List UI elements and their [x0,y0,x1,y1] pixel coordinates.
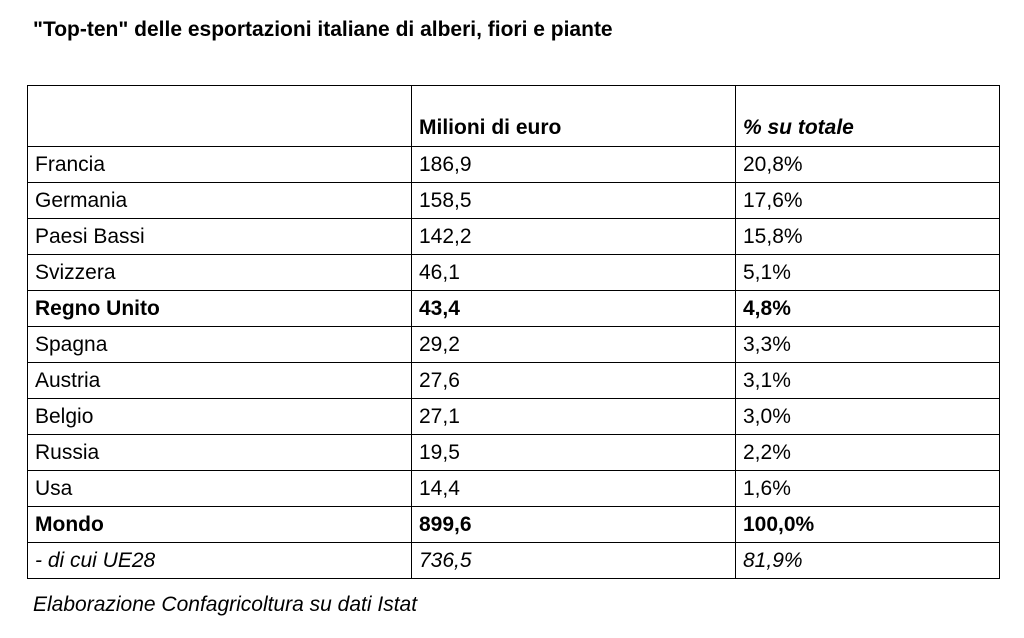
table-cell: 186,9 [411,146,736,183]
table-cell: Regno Unito [27,290,412,327]
table-row: Spagna 29,2 3,3% [27,326,1000,363]
table-cell: 17,6% [735,182,1000,219]
header-row: Milioni di euro % su totale [27,85,1000,147]
table-cell: 1,6% [735,470,1000,507]
table-row: Paesi Bassi 142,2 15,8% [27,218,1000,255]
table-cell: 20,8% [735,146,1000,183]
table-cell: Mondo [27,506,412,543]
title: "Top-ten" delle esportazioni italiane di… [33,18,613,41]
table-row: Germania 158,5 17,6% [27,182,1000,219]
header-cell [27,85,412,147]
table-cell: 46,1 [411,254,736,291]
table-row: Russia 19,5 2,2% [27,434,1000,471]
table-cell: 100,0% [735,506,1000,543]
table-cell: 5,1% [735,254,1000,291]
table-cell: - di cui UE28 [27,542,412,579]
table-row: Austria 27,6 3,1% [27,362,1000,399]
table-row: - di cui UE28 736,5 81,9% [27,542,1000,579]
table-row: Belgio 27,1 3,0% [27,398,1000,435]
table-cell: 3,3% [735,326,1000,363]
table-cell: Germania [27,182,412,219]
table-row: Regno Unito 43,4 4,8% [27,290,1000,327]
table-cell: Usa [27,470,412,507]
table-cell: 19,5 [411,434,736,471]
table-cell: 736,5 [411,542,736,579]
table-cell: 43,4 [411,290,736,327]
table-body: Milioni di euro % su totale Francia 186,9… [27,85,1000,579]
table-cell: 29,2 [411,326,736,363]
table-cell: 27,1 [411,398,736,435]
table-cell: 14,4 [411,470,736,507]
table-cell: 27,6 [411,362,736,399]
table-cell: 81,9% [735,542,1000,579]
table-cell: Paesi Bassi [27,218,412,255]
table-cell: 2,2% [735,434,1000,471]
export-table: Milioni di euro % su totale Francia 186,9… [27,85,1000,579]
table-cell: 158,5 [411,182,736,219]
table-cell: 142,2 [411,218,736,255]
table-cell: Belgio [27,398,412,435]
table-cell: 15,8% [735,218,1000,255]
header-cell: % su totale [735,85,1000,147]
table-cell: Francia [27,146,412,183]
table-cell: 899,6 [411,506,736,543]
table-cell: Russia [27,434,412,471]
table-row: Usa 14,4 1,6% [27,470,1000,507]
table-row: Svizzera 46,1 5,1% [27,254,1000,291]
source-note: Elaborazione Confagricoltura su dati Ist… [33,593,418,616]
header-cell: Milioni di euro [411,85,736,147]
table-cell: Svizzera [27,254,412,291]
table-cell: Spagna [27,326,412,363]
table-cell: Austria [27,362,412,399]
table-cell: 3,1% [735,362,1000,399]
table-row: Mondo 899,6 100,0% [27,506,1000,543]
table-row: Francia 186,9 20,8% [27,146,1000,183]
table-cell: 3,0% [735,398,1000,435]
table-cell: 4,8% [735,290,1000,327]
